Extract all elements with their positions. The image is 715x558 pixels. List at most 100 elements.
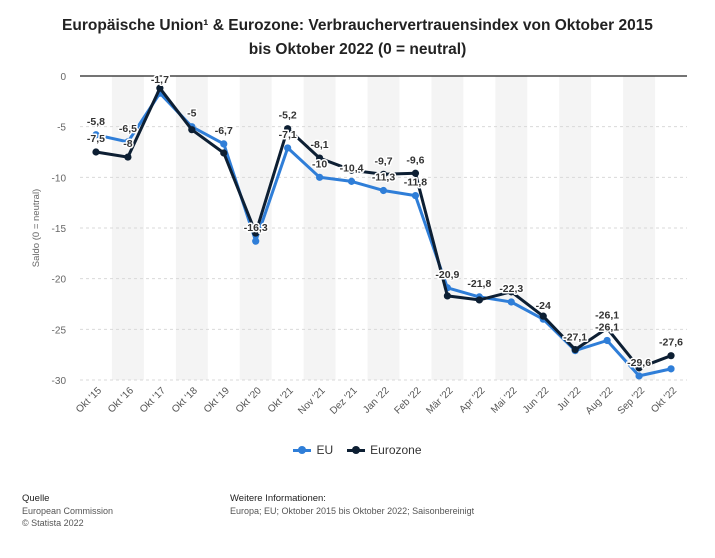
data-point-eurozone xyxy=(188,126,196,134)
x-tick-label: Feb '22 xyxy=(392,385,423,416)
chart-title-line-1: Europäische Union¹ & Eurozone: Verbrauch… xyxy=(62,17,653,34)
data-label-halo: -7,1 xyxy=(279,129,297,141)
data-label-halo: -6,7 xyxy=(215,125,233,137)
data-label-eu: -10 xyxy=(312,158,327,170)
data-point-eu xyxy=(347,177,356,185)
y-tick-label: -10 xyxy=(52,173,67,184)
data-point-eurozone xyxy=(156,84,164,92)
x-tick-label: Okt '20 xyxy=(234,385,264,415)
x-tick-label: Dez '21 xyxy=(328,385,360,417)
x-tick-label: Okt '19 xyxy=(202,385,232,415)
y-tick-label: 0 xyxy=(60,72,66,83)
x-tick-label: Okt '18 xyxy=(170,385,200,415)
data-label-eu: -5,8 xyxy=(87,116,105,128)
data-label-halo: -5,8 xyxy=(87,116,105,128)
x-tick-label: Mai '22 xyxy=(489,385,520,416)
legend-swatch-eurozone xyxy=(347,445,366,455)
data-label-eu: -22,3 xyxy=(499,283,523,295)
legend-item-eurozone[interactable]: Eurozone xyxy=(347,443,422,457)
data-point-eurozone xyxy=(475,296,483,304)
x-tick-label: Nov '21 xyxy=(296,385,328,417)
y-tick-label: -5 xyxy=(57,123,66,134)
data-label-eu: -10,4 xyxy=(340,162,364,174)
data-label-halo: -9,6 xyxy=(406,154,424,166)
info-block: Weitere Informationen: Europa; EU; Oktob… xyxy=(230,493,474,517)
data-label-halo: -16,3 xyxy=(244,222,268,234)
data-label-eurozone: -7,5 xyxy=(87,133,105,145)
x-tick-label: Okt '17 xyxy=(138,385,168,415)
data-label-halo: -10 xyxy=(312,158,327,170)
data-point-eurozone xyxy=(443,292,451,300)
data-label-halo: -21,8 xyxy=(467,278,491,290)
legend-swatch-eu xyxy=(293,445,312,455)
data-label-eurozone: -9,6 xyxy=(406,154,424,166)
data-point-eu xyxy=(507,298,515,306)
x-tick-label: Sep '22 xyxy=(616,385,648,417)
data-label-eu: -21,8 xyxy=(467,278,491,290)
data-label-eu: -6,7 xyxy=(215,125,233,137)
data-point-eurozone xyxy=(571,346,579,354)
legend-item-eu[interactable]: EU xyxy=(293,443,333,457)
data-label-halo: -27,6 xyxy=(659,337,683,349)
legend-label-eurozone: Eurozone xyxy=(370,443,422,457)
x-tick-label: Jun '22 xyxy=(521,385,552,416)
data-label-halo: -8,1 xyxy=(311,139,329,151)
y-tick-label: -20 xyxy=(52,275,67,286)
data-label-eu: -29,6 xyxy=(627,357,651,369)
chart-title: Europäische Union¹ & Eurozone: Verbrauch… xyxy=(0,14,715,62)
data-point-eu xyxy=(379,186,388,195)
data-point-eurozone xyxy=(316,154,324,162)
data-label-halo: -8 xyxy=(123,138,132,150)
data-label-eurozone: -8,1 xyxy=(311,139,329,151)
data-label-halo: -1,7 xyxy=(151,74,169,86)
data-label-halo: -20,9 xyxy=(435,269,459,281)
copyright-text: © Statista 2022 xyxy=(22,518,84,528)
y-axis-title: Saldo (0 = neutral) xyxy=(31,189,42,267)
x-tick-label: Jul '22 xyxy=(555,385,583,413)
chart-title-line-2: bis Oktober 2022 (0 = neutral) xyxy=(248,41,467,58)
x-tick-label: Apr '22 xyxy=(457,385,487,415)
data-point-eurozone xyxy=(635,364,643,372)
data-point-eurozone xyxy=(252,229,260,237)
chart-legend: EU Eurozone xyxy=(0,443,715,457)
data-label-eu: -20,9 xyxy=(435,269,459,281)
data-point-eurozone xyxy=(284,125,292,133)
data-point-eurozone xyxy=(124,153,132,161)
data-label-halo: -6,5 xyxy=(119,123,137,135)
data-point-eu xyxy=(252,237,260,245)
data-point-eurozone xyxy=(411,169,420,177)
data-label-halo: -7,5 xyxy=(87,133,105,145)
data-label-halo: -27,1 xyxy=(563,332,587,344)
data-point-eu xyxy=(316,173,324,181)
source-text: European Commission xyxy=(22,506,114,516)
data-label-halo: -11,8 xyxy=(404,177,428,189)
data-point-eu xyxy=(124,138,132,146)
data-label-eu: -5 xyxy=(187,108,196,120)
data-point-eurozone xyxy=(667,352,675,360)
data-label-eu: -16,3 xyxy=(244,222,268,234)
data-label-eu: -1,7 xyxy=(151,74,169,86)
y-tick-label: -25 xyxy=(52,325,67,336)
data-point-eu xyxy=(284,144,292,152)
data-point-eu xyxy=(220,140,228,148)
data-point-eu xyxy=(635,372,643,380)
data-label-eu: -7,1 xyxy=(279,129,297,141)
data-label-eu: -27,1 xyxy=(563,332,587,344)
data-label-halo: -5,2 xyxy=(279,110,297,122)
source-heading: Quelle xyxy=(22,493,50,504)
data-point-eu xyxy=(603,336,611,345)
data-point-eu xyxy=(667,365,675,373)
x-tick-label: Okt '21 xyxy=(266,385,296,415)
data-point-eurozone xyxy=(603,324,611,332)
data-label-eu: -11,3 xyxy=(372,172,396,184)
data-point-eurozone xyxy=(379,170,388,178)
data-point-eu xyxy=(411,191,420,200)
data-label-halo: -26,1 xyxy=(595,321,619,333)
data-point-eurozone xyxy=(539,312,547,320)
data-label-halo: -29,6 xyxy=(627,357,651,369)
y-tick-label: -30 xyxy=(52,376,67,387)
data-label-halo: -26,1 xyxy=(595,309,619,321)
data-label-eurozone: -27,6 xyxy=(659,337,683,349)
data-label-eu: -11,8 xyxy=(404,177,428,189)
